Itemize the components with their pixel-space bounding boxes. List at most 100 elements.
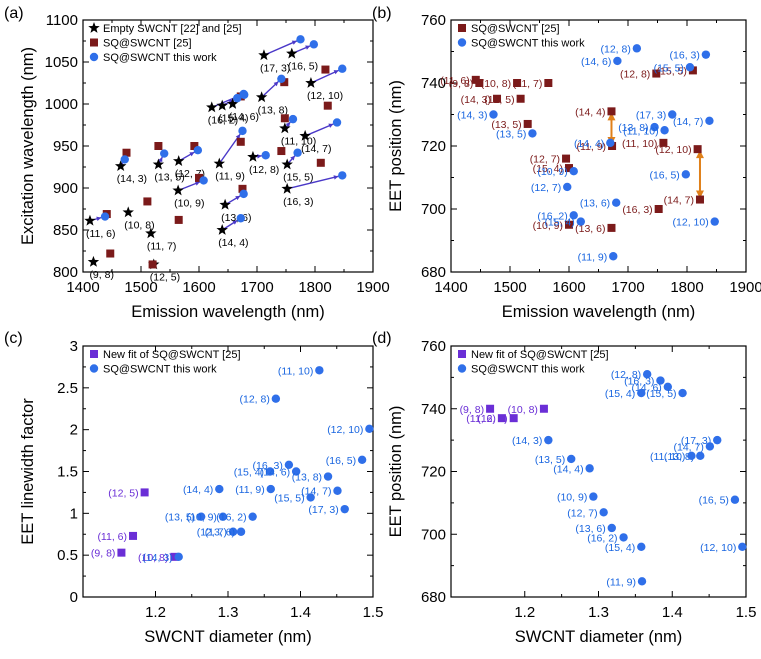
point-label: (16, 3)	[253, 460, 283, 472]
point-label: (14, 3)	[512, 435, 542, 447]
point-label: (11, 10)	[278, 365, 313, 377]
arrow-head	[328, 123, 334, 128]
legend-marker	[88, 22, 100, 33]
point-label: (13, 8)	[258, 104, 288, 116]
y-tick-label: 1000	[45, 96, 78, 113]
point-label: (11, 9)	[606, 576, 636, 588]
point-label: (13, 5)	[154, 171, 184, 183]
data-point	[216, 99, 228, 111]
point-label: (12, 8)	[620, 69, 650, 81]
data-point	[696, 451, 705, 461]
data-point	[619, 533, 628, 542]
data-point	[236, 527, 246, 536]
data-point	[284, 460, 294, 470]
data-point	[174, 552, 183, 562]
y-tick-label: 1100	[46, 12, 78, 29]
data-point	[705, 442, 715, 451]
shift-arrow	[218, 133, 241, 165]
point-label: (10, 8)	[481, 78, 511, 90]
shift-arrow	[304, 123, 334, 137]
data-point	[493, 94, 502, 103]
point-label: (14, 4)	[575, 106, 605, 118]
point-label: (17, 3)	[260, 62, 290, 74]
data-point	[277, 147, 286, 156]
arrow-head	[695, 150, 704, 159]
point-label: (17, 3)	[636, 110, 666, 122]
point-label: (15, 5)	[274, 492, 304, 504]
point-label: (14, 7)	[673, 116, 703, 128]
data-point	[316, 158, 325, 167]
data-point	[305, 77, 317, 88]
y-tick-label: 700	[421, 201, 446, 218]
data-point	[338, 64, 347, 73]
data-point	[710, 217, 719, 226]
y-tick-label: 2.5	[57, 380, 78, 397]
legend-marker	[90, 350, 98, 358]
data-point	[129, 531, 138, 540]
data-point	[213, 157, 226, 169]
point-label: (13, 5)	[165, 512, 195, 524]
point-label: (16, 3)	[624, 376, 654, 388]
y-tick-label: 1050	[45, 54, 78, 71]
y-tick-label: 0	[70, 589, 78, 606]
data-point	[190, 142, 199, 150]
point-label: (16, 5)	[288, 61, 318, 73]
panel-label: (b)	[372, 5, 392, 22]
y-tick-label: 3	[70, 338, 78, 355]
data-point	[695, 195, 704, 204]
y-tick-label: 720	[421, 138, 446, 155]
point-label: (14, 7)	[301, 486, 331, 498]
arrow-head	[607, 112, 616, 121]
y-axis-label: EET position (nm)	[387, 406, 405, 538]
data-point	[486, 404, 495, 413]
y-tick-label: 1.5	[57, 464, 78, 481]
data-point	[226, 98, 239, 109]
point-label: (13, 8)	[292, 472, 322, 484]
point-label: (14, 4)	[183, 484, 213, 496]
arrow-head	[695, 190, 704, 199]
x-tick-label: 1.2	[145, 604, 166, 621]
shift-arrow	[263, 40, 298, 56]
point-label: (9, 8)	[89, 269, 114, 281]
data-point	[117, 548, 126, 557]
arrow-head	[333, 70, 339, 75]
point-label: (14, 6)	[229, 111, 259, 123]
shift-arrow	[310, 69, 339, 84]
data-point	[170, 552, 179, 561]
y-axis-label: Excitation wavelength (nm)	[19, 47, 37, 245]
data-point	[730, 495, 740, 504]
chart-panel-2: 1400 1500 1600 1700 1800 1900 680 700 720 740 760 E…	[372, 5, 761, 321]
panel-label: (a)	[4, 5, 24, 22]
data-point	[228, 527, 238, 536]
data-point	[607, 523, 616, 533]
legend-marker	[458, 24, 466, 32]
point-label: (16, 3)	[283, 196, 313, 208]
data-point	[562, 154, 571, 163]
point-label: (11, 9)	[578, 251, 608, 263]
data-point	[315, 366, 324, 375]
point-label: (10, 9)	[533, 220, 563, 232]
point-label: (17, 3)	[308, 504, 338, 516]
point-label: (14, 4)	[218, 237, 248, 249]
point-label: (12, 10)	[700, 542, 736, 554]
point-label: (16, 3)	[670, 50, 700, 62]
point-label: (14, 3)	[457, 110, 487, 122]
x-tick-label: 1.2	[514, 604, 535, 621]
point-label: (16, 2)	[208, 114, 238, 126]
data-point	[122, 206, 134, 218]
point-label: (9, 8)	[460, 404, 485, 416]
data-point	[140, 488, 149, 497]
y-tick-label: 720	[421, 464, 446, 481]
point-label: (12, 8)	[611, 369, 641, 381]
arrow-head	[96, 216, 102, 222]
data-point	[309, 40, 319, 49]
data-point	[296, 35, 305, 44]
y-tick-label: 900	[53, 180, 78, 197]
point-label: (12, 5)	[477, 413, 507, 425]
data-point	[585, 464, 594, 473]
data-point	[660, 126, 669, 135]
point-label: (13, 5)	[491, 119, 521, 131]
data-point	[114, 160, 127, 172]
point-label: (11, 9)	[215, 171, 245, 183]
